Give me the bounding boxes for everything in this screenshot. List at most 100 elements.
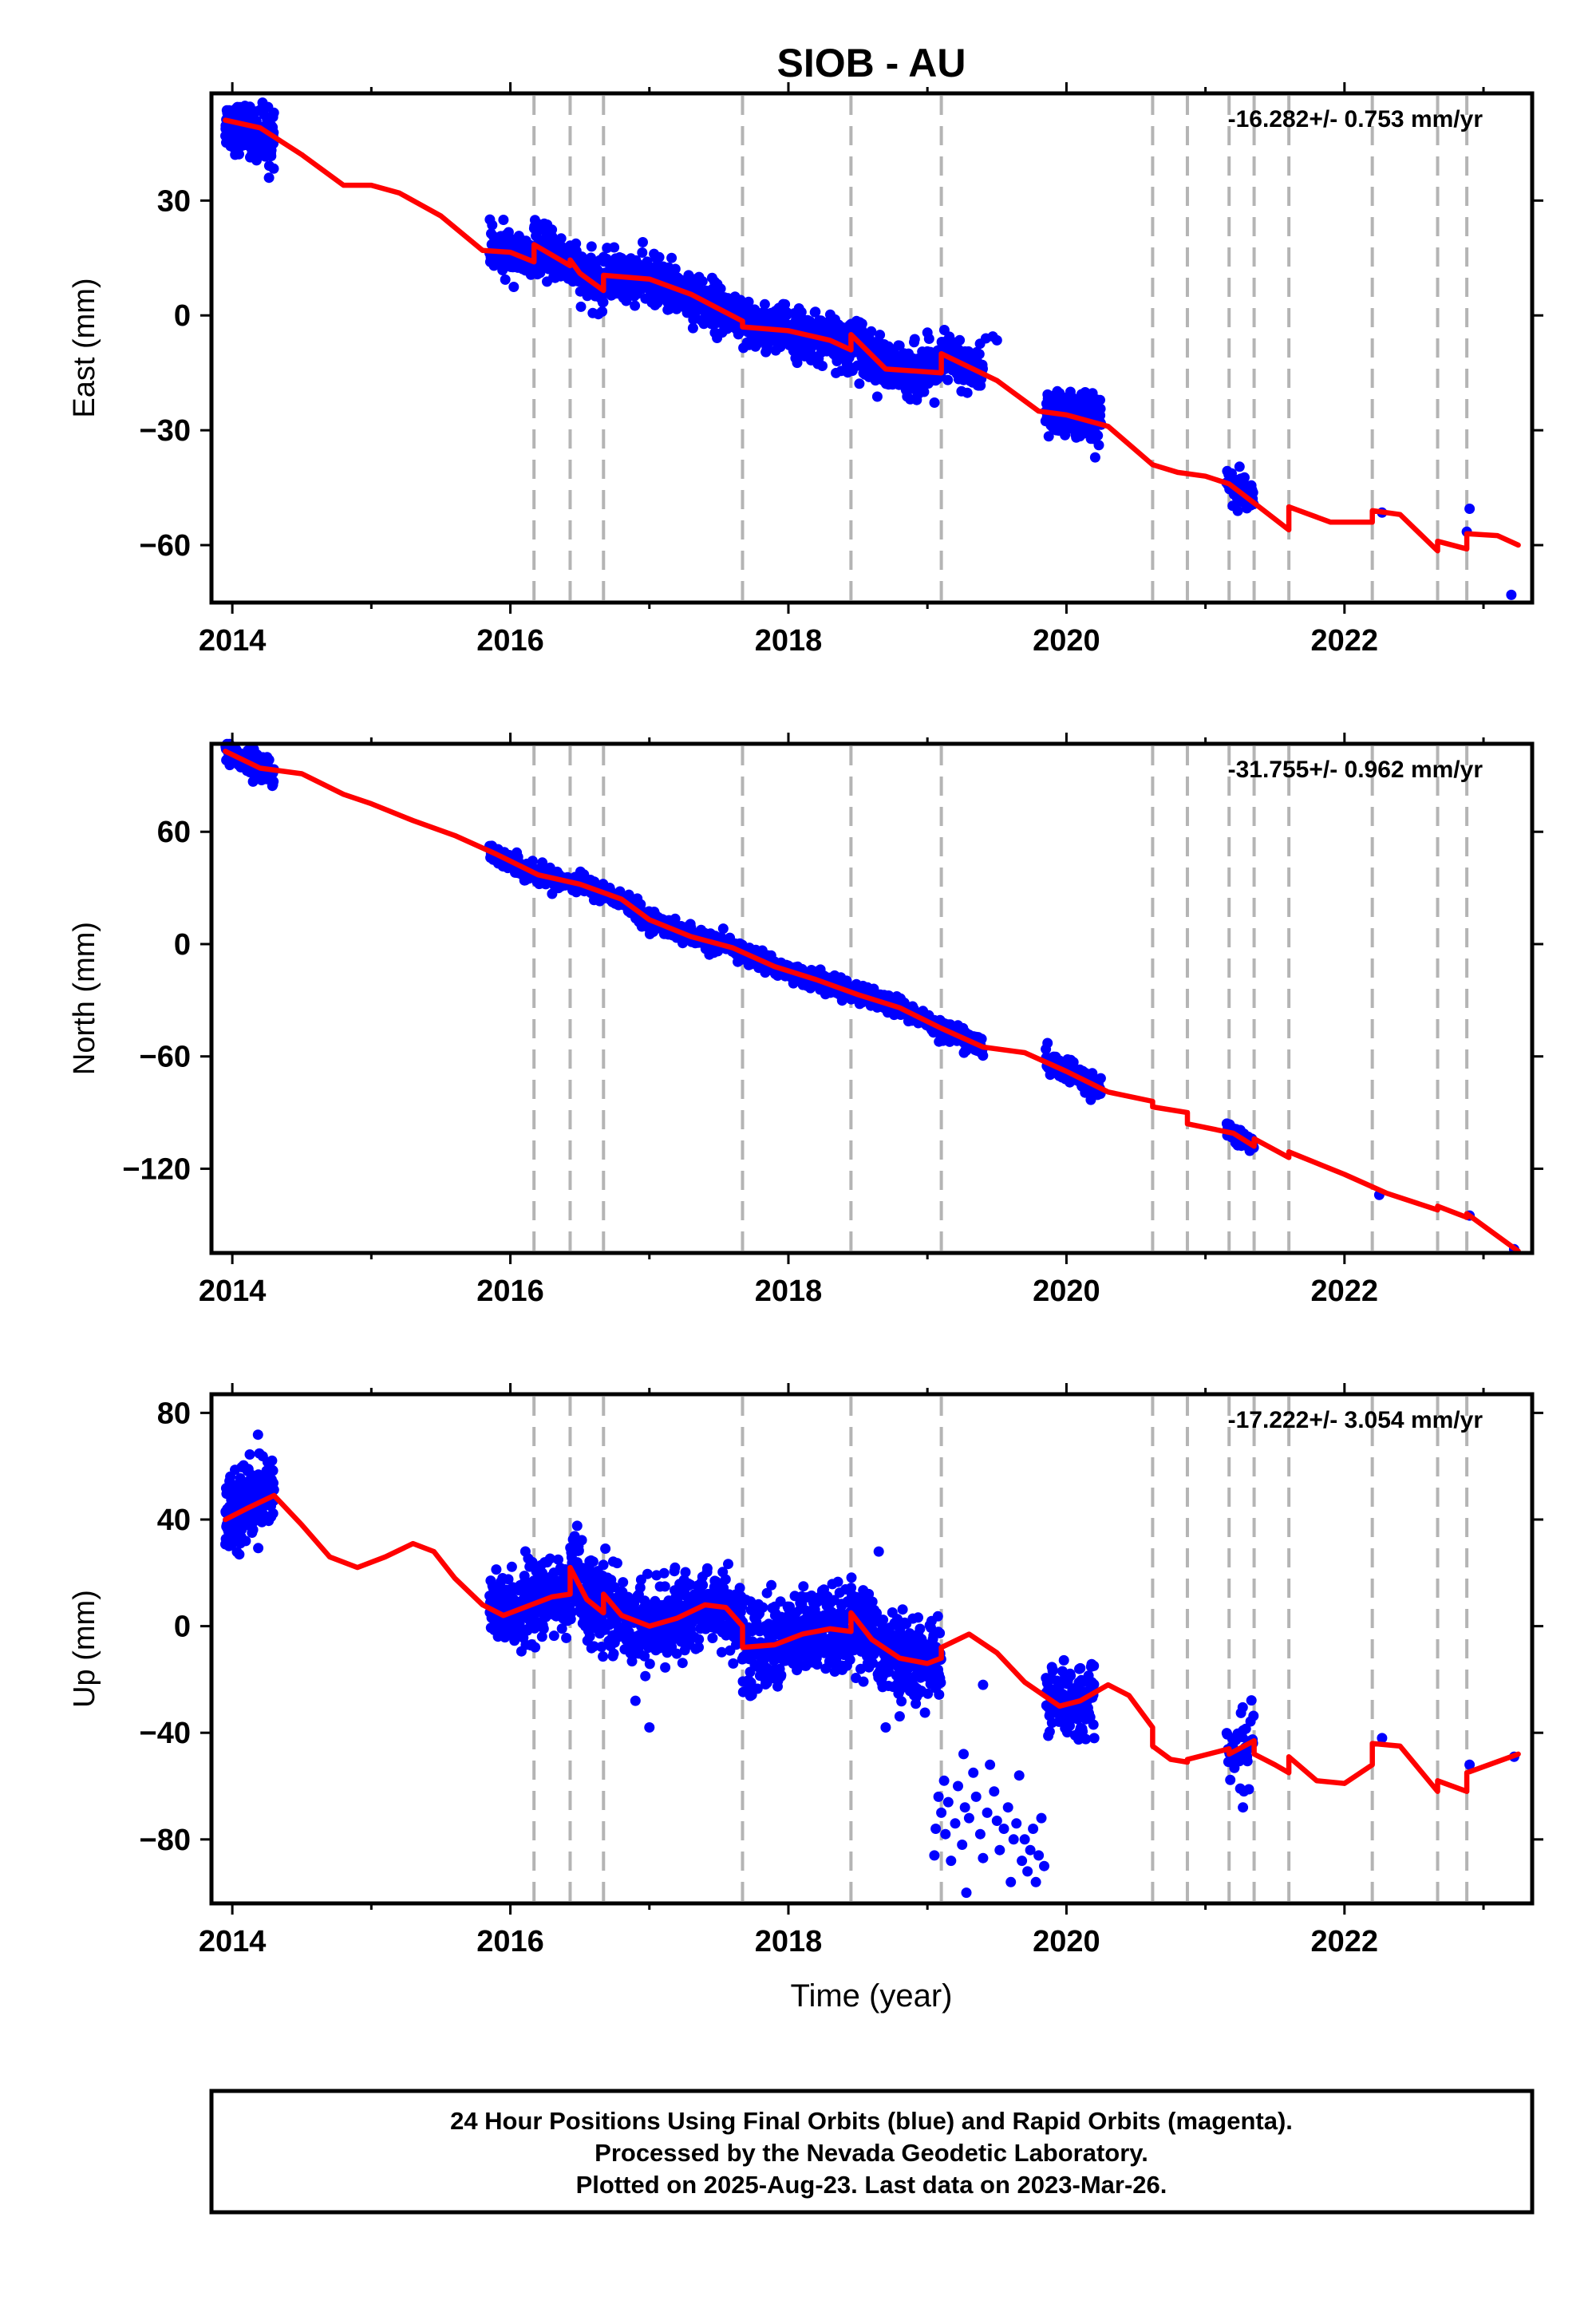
data-point (263, 754, 275, 765)
data-point (728, 1658, 739, 1669)
data-point (654, 251, 665, 263)
data-point (500, 274, 511, 285)
x-tick-label: 2018 (755, 1275, 823, 1308)
data-point (1234, 461, 1245, 472)
data-point (922, 327, 933, 338)
data-point (974, 349, 985, 360)
x-tick-label: 2016 (476, 1275, 544, 1308)
data-point (680, 1567, 691, 1578)
data-point (759, 298, 770, 310)
data-point (1092, 430, 1104, 441)
x-tick-label: 2022 (1311, 624, 1379, 658)
data-point (871, 391, 883, 402)
data-point (491, 1564, 502, 1575)
data-point (1464, 504, 1476, 514)
x-tick-label: 2014 (199, 1275, 267, 1308)
data-point (715, 283, 726, 294)
x-tick-label: 2020 (1033, 1275, 1100, 1308)
data-point (598, 1559, 609, 1571)
data-point (268, 776, 279, 787)
data-point (866, 326, 877, 337)
data-point (962, 387, 973, 398)
data-point (670, 263, 681, 275)
data-point (743, 296, 754, 307)
data-point (609, 242, 620, 253)
data-point (1232, 505, 1243, 516)
data-point (670, 1562, 681, 1573)
data-point (666, 252, 678, 263)
data-point (571, 1520, 583, 1531)
data-point (584, 1630, 595, 1642)
data-point (1093, 440, 1104, 451)
y-tick-label: 30 (157, 184, 191, 218)
data-point (817, 361, 828, 371)
data-point (1089, 452, 1100, 463)
data-point (597, 306, 608, 317)
data-point (234, 148, 244, 160)
data-point (637, 247, 648, 258)
data-point (942, 374, 954, 385)
data-point (1247, 487, 1258, 498)
y-axis-label-north: North (mm) (68, 922, 101, 1075)
data-point (697, 276, 708, 287)
data-point (659, 1581, 670, 1592)
x-tick-label: 2022 (1311, 1275, 1379, 1308)
data-point (1095, 1073, 1106, 1084)
data-point (723, 1559, 733, 1570)
model-curve (223, 749, 1521, 1254)
data-point (561, 1632, 572, 1643)
y-tick-label: −30 (140, 414, 191, 448)
data-point (576, 1535, 587, 1546)
data-point (810, 306, 821, 318)
data-point (697, 1579, 709, 1591)
data-point (660, 1662, 671, 1673)
rate-label-east: -16.282+/- 0.753 mm/yr (1228, 106, 1483, 132)
data-point (498, 215, 509, 225)
data-point (586, 252, 596, 263)
data-point (268, 107, 279, 118)
data-point (630, 300, 641, 311)
y-tick-label: 0 (174, 299, 191, 333)
data-point (508, 282, 519, 292)
data-point (856, 318, 867, 330)
data-point (240, 1535, 251, 1547)
data-point (556, 241, 567, 252)
x-tick-label: 2016 (476, 624, 544, 658)
y-tick-label: 0 (174, 928, 191, 962)
data-point (267, 1455, 278, 1466)
data-point (267, 1508, 279, 1519)
data-point (640, 1670, 651, 1682)
data-point (600, 1543, 611, 1554)
data-point (535, 267, 546, 279)
x-tick-label: 2014 (199, 624, 267, 658)
data-point (717, 923, 729, 935)
data-point (929, 397, 940, 408)
data-point (707, 1633, 718, 1643)
data-point (487, 219, 498, 231)
data-point (720, 1574, 731, 1585)
data-point (244, 1449, 255, 1460)
data-point (701, 1563, 713, 1574)
data-point (586, 241, 597, 252)
data-point (234, 1549, 245, 1560)
data-point (253, 1543, 264, 1554)
data-point (909, 334, 920, 345)
data-point (268, 163, 279, 174)
data-point (644, 1658, 655, 1670)
y-axis-label-east: East (mm) (68, 278, 101, 417)
data-point (538, 1623, 549, 1634)
data-point (854, 378, 865, 389)
data-point (263, 172, 275, 184)
data-point (954, 334, 966, 346)
data-point (875, 330, 886, 341)
data-point (267, 1465, 279, 1476)
data-point (978, 1050, 989, 1061)
x-tick-label: 2018 (755, 624, 823, 658)
data-point (548, 1630, 559, 1642)
data-point (1095, 403, 1106, 414)
data-point (693, 1634, 705, 1645)
data-point (677, 1658, 688, 1669)
data-point (571, 238, 582, 249)
data-point (598, 297, 609, 308)
